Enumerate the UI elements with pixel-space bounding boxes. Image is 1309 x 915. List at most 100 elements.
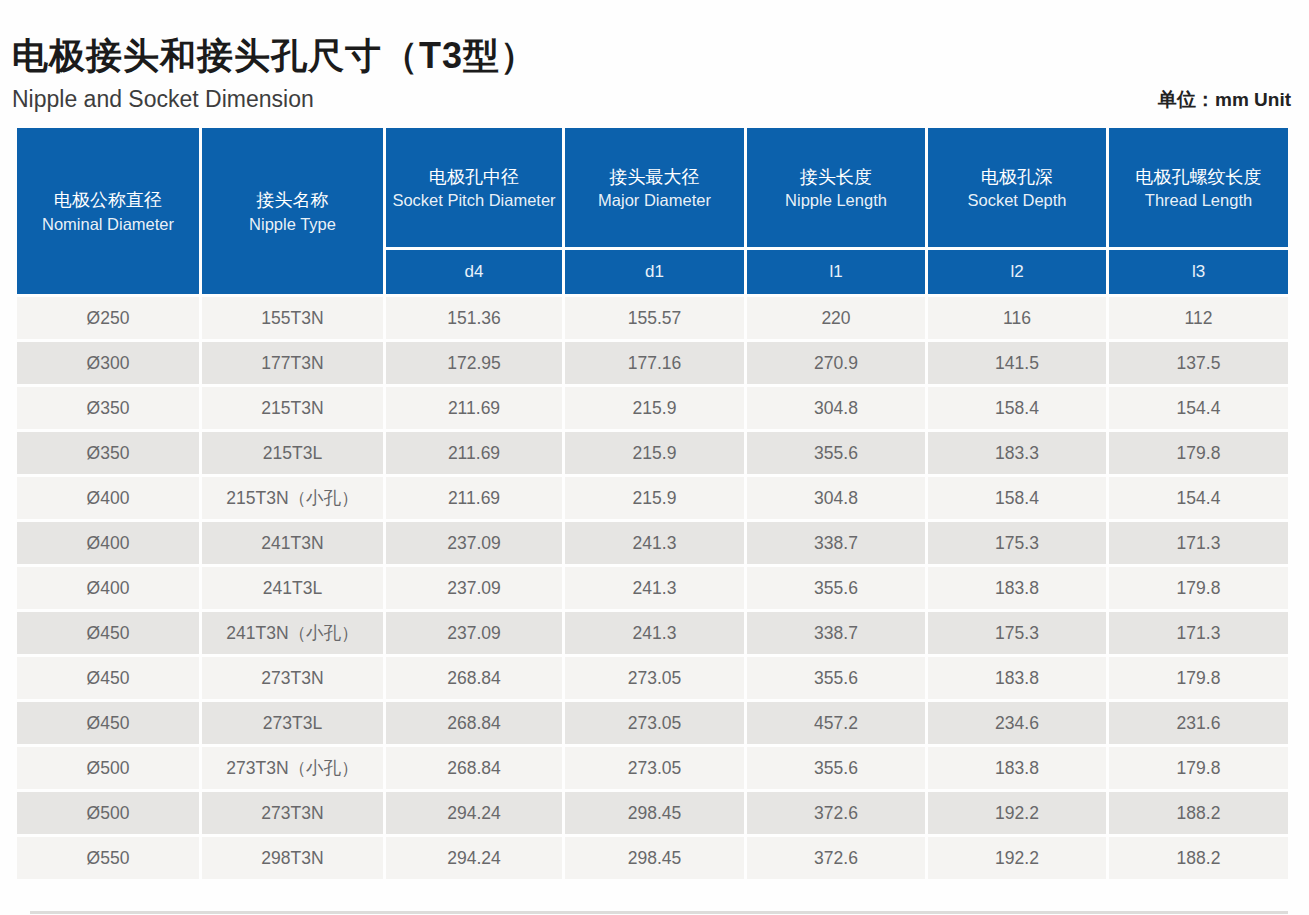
cell-d4: 294.24 xyxy=(386,837,562,879)
cell-d1: 273.05 xyxy=(565,747,744,789)
table-body: Ø250155T3N151.36155.57220116112Ø300177T3… xyxy=(17,297,1288,879)
page-bottom-divider xyxy=(30,911,1288,914)
cell-nipple-type: 273T3N（小孔） xyxy=(202,747,383,789)
cell-d1: 177.16 xyxy=(565,342,744,384)
table-row: Ø450273T3N268.84273.05355.6183.8179.8 xyxy=(17,657,1288,699)
cell-nipple-type: 273T3L xyxy=(202,702,383,744)
table-row: Ø250155T3N151.36155.57220116112 xyxy=(17,297,1288,339)
col-header-en: Socket Depth xyxy=(934,190,1100,211)
col-symbol-l1: l1 xyxy=(747,250,925,294)
table-row: Ø400241T3L237.09241.3355.6183.8179.8 xyxy=(17,567,1288,609)
cell-d1: 273.05 xyxy=(565,657,744,699)
cell-l3: 171.3 xyxy=(1109,612,1288,654)
cell-nominal-diameter: Ø350 xyxy=(17,387,199,429)
cell-l2: 234.6 xyxy=(928,702,1106,744)
cell-nipple-type: 241T3N xyxy=(202,522,383,564)
cell-l1: 372.6 xyxy=(747,792,925,834)
col-header-en: Nipple Length xyxy=(753,190,919,211)
col-header-cn: 电极孔螺纹长度 xyxy=(1115,164,1282,190)
table-row: Ø450273T3L268.84273.05457.2234.6231.6 xyxy=(17,702,1288,744)
cell-l3: 137.5 xyxy=(1109,342,1288,384)
cell-l1: 372.6 xyxy=(747,837,925,879)
cell-nipple-type: 273T3N xyxy=(202,792,383,834)
cell-l3: 179.8 xyxy=(1109,432,1288,474)
col-header-en: Major Diameter xyxy=(571,190,738,211)
cell-nipple-type: 177T3N xyxy=(202,342,383,384)
cell-d1: 241.3 xyxy=(565,567,744,609)
cell-d4: 211.69 xyxy=(386,387,562,429)
table-row: Ø350215T3L211.69215.9355.6183.3179.8 xyxy=(17,432,1288,474)
cell-l3: 112 xyxy=(1109,297,1288,339)
col-header-en: Nipple Type xyxy=(208,214,377,235)
cell-l1: 220 xyxy=(747,297,925,339)
cell-nominal-diameter: Ø500 xyxy=(17,747,199,789)
col-header-nominal-diameter: 电极公称直径 Nominal Diameter xyxy=(17,128,199,294)
col-header-cn: 电极孔中径 xyxy=(392,164,556,190)
cell-nominal-diameter: Ø400 xyxy=(17,477,199,519)
cell-d4: 237.09 xyxy=(386,522,562,564)
table-row: Ø500273T3N294.24298.45372.6192.2188.2 xyxy=(17,792,1288,834)
col-header-socket-depth: 电极孔深 Socket Depth xyxy=(928,128,1106,247)
col-symbol-l2: l2 xyxy=(928,250,1106,294)
cell-nominal-diameter: Ø400 xyxy=(17,567,199,609)
cell-d1: 241.3 xyxy=(565,522,744,564)
col-header-en: Thread Length xyxy=(1115,190,1282,211)
col-header-nipple-length: 接头长度 Nipple Length xyxy=(747,128,925,247)
col-header-cn: 接头名称 xyxy=(208,187,377,213)
subtitle-row: Nipple and Socket Dimension 单位：mm Unit xyxy=(12,81,1293,113)
cell-l2: 192.2 xyxy=(928,792,1106,834)
cell-d4: 268.84 xyxy=(386,747,562,789)
cell-l2: 192.2 xyxy=(928,837,1106,879)
cell-d4: 294.24 xyxy=(386,792,562,834)
cell-l2: 183.8 xyxy=(928,747,1106,789)
cell-l2: 141.5 xyxy=(928,342,1106,384)
table-row: Ø400241T3N237.09241.3338.7175.3171.3 xyxy=(17,522,1288,564)
cell-l3: 171.3 xyxy=(1109,522,1288,564)
table-row: Ø400215T3N（小孔）211.69215.9304.8158.4154.4 xyxy=(17,477,1288,519)
cell-l2: 183.8 xyxy=(928,567,1106,609)
cell-d4: 268.84 xyxy=(386,702,562,744)
table-head: 电极公称直径 Nominal Diameter 接头名称 Nipple Type… xyxy=(17,128,1288,294)
col-header-major-diameter: 接头最大径 Major Diameter xyxy=(565,128,744,247)
cell-l2: 158.4 xyxy=(928,477,1106,519)
unit-label: 单位：mm Unit xyxy=(1158,87,1293,113)
cell-l3: 154.4 xyxy=(1109,477,1288,519)
cell-l3: 179.8 xyxy=(1109,657,1288,699)
col-header-cn: 接头长度 xyxy=(753,164,919,190)
table-row: Ø450241T3N（小孔）237.09241.3338.7175.3171.3 xyxy=(17,612,1288,654)
cell-d1: 155.57 xyxy=(565,297,744,339)
cell-l3: 231.6 xyxy=(1109,702,1288,744)
col-header-en: Nominal Diameter xyxy=(23,214,193,235)
cell-l2: 175.3 xyxy=(928,522,1106,564)
cell-l1: 338.7 xyxy=(747,522,925,564)
table-row: Ø350215T3N211.69215.9304.8158.4154.4 xyxy=(17,387,1288,429)
cell-d4: 268.84 xyxy=(386,657,562,699)
cell-l1: 304.8 xyxy=(747,477,925,519)
cell-l3: 154.4 xyxy=(1109,387,1288,429)
table-row: Ø550298T3N294.24298.45372.6192.2188.2 xyxy=(17,837,1288,879)
cell-nominal-diameter: Ø550 xyxy=(17,837,199,879)
cell-d4: 211.69 xyxy=(386,432,562,474)
cell-nipple-type: 241T3N（小孔） xyxy=(202,612,383,654)
cell-l1: 338.7 xyxy=(747,612,925,654)
cell-l2: 116 xyxy=(928,297,1106,339)
col-header-cn: 电极公称直径 xyxy=(23,187,193,213)
cell-l1: 355.6 xyxy=(747,657,925,699)
cell-d1: 215.9 xyxy=(565,432,744,474)
cell-d4: 237.09 xyxy=(386,612,562,654)
cell-nominal-diameter: Ø450 xyxy=(17,657,199,699)
cell-nominal-diameter: Ø350 xyxy=(17,432,199,474)
page-header: 电极接头和接头孔尺寸（T3型） Nipple and Socket Dimens… xyxy=(0,0,1309,113)
dimension-table: 电极公称直径 Nominal Diameter 接头名称 Nipple Type… xyxy=(14,125,1291,882)
cell-nominal-diameter: Ø300 xyxy=(17,342,199,384)
cell-nipple-type: 273T3N xyxy=(202,657,383,699)
page-subtitle: Nipple and Socket Dimension xyxy=(12,86,314,113)
cell-d4: 237.09 xyxy=(386,567,562,609)
cell-l2: 175.3 xyxy=(928,612,1106,654)
cell-l3: 188.2 xyxy=(1109,837,1288,879)
col-header-socket-pitch-diameter: 电极孔中径 Socket Pitch Diameter xyxy=(386,128,562,247)
col-header-cn: 电极孔深 xyxy=(934,164,1100,190)
table-row: Ø500273T3N（小孔）268.84273.05355.6183.8179.… xyxy=(17,747,1288,789)
col-symbol-d4: d4 xyxy=(386,250,562,294)
cell-d1: 241.3 xyxy=(565,612,744,654)
